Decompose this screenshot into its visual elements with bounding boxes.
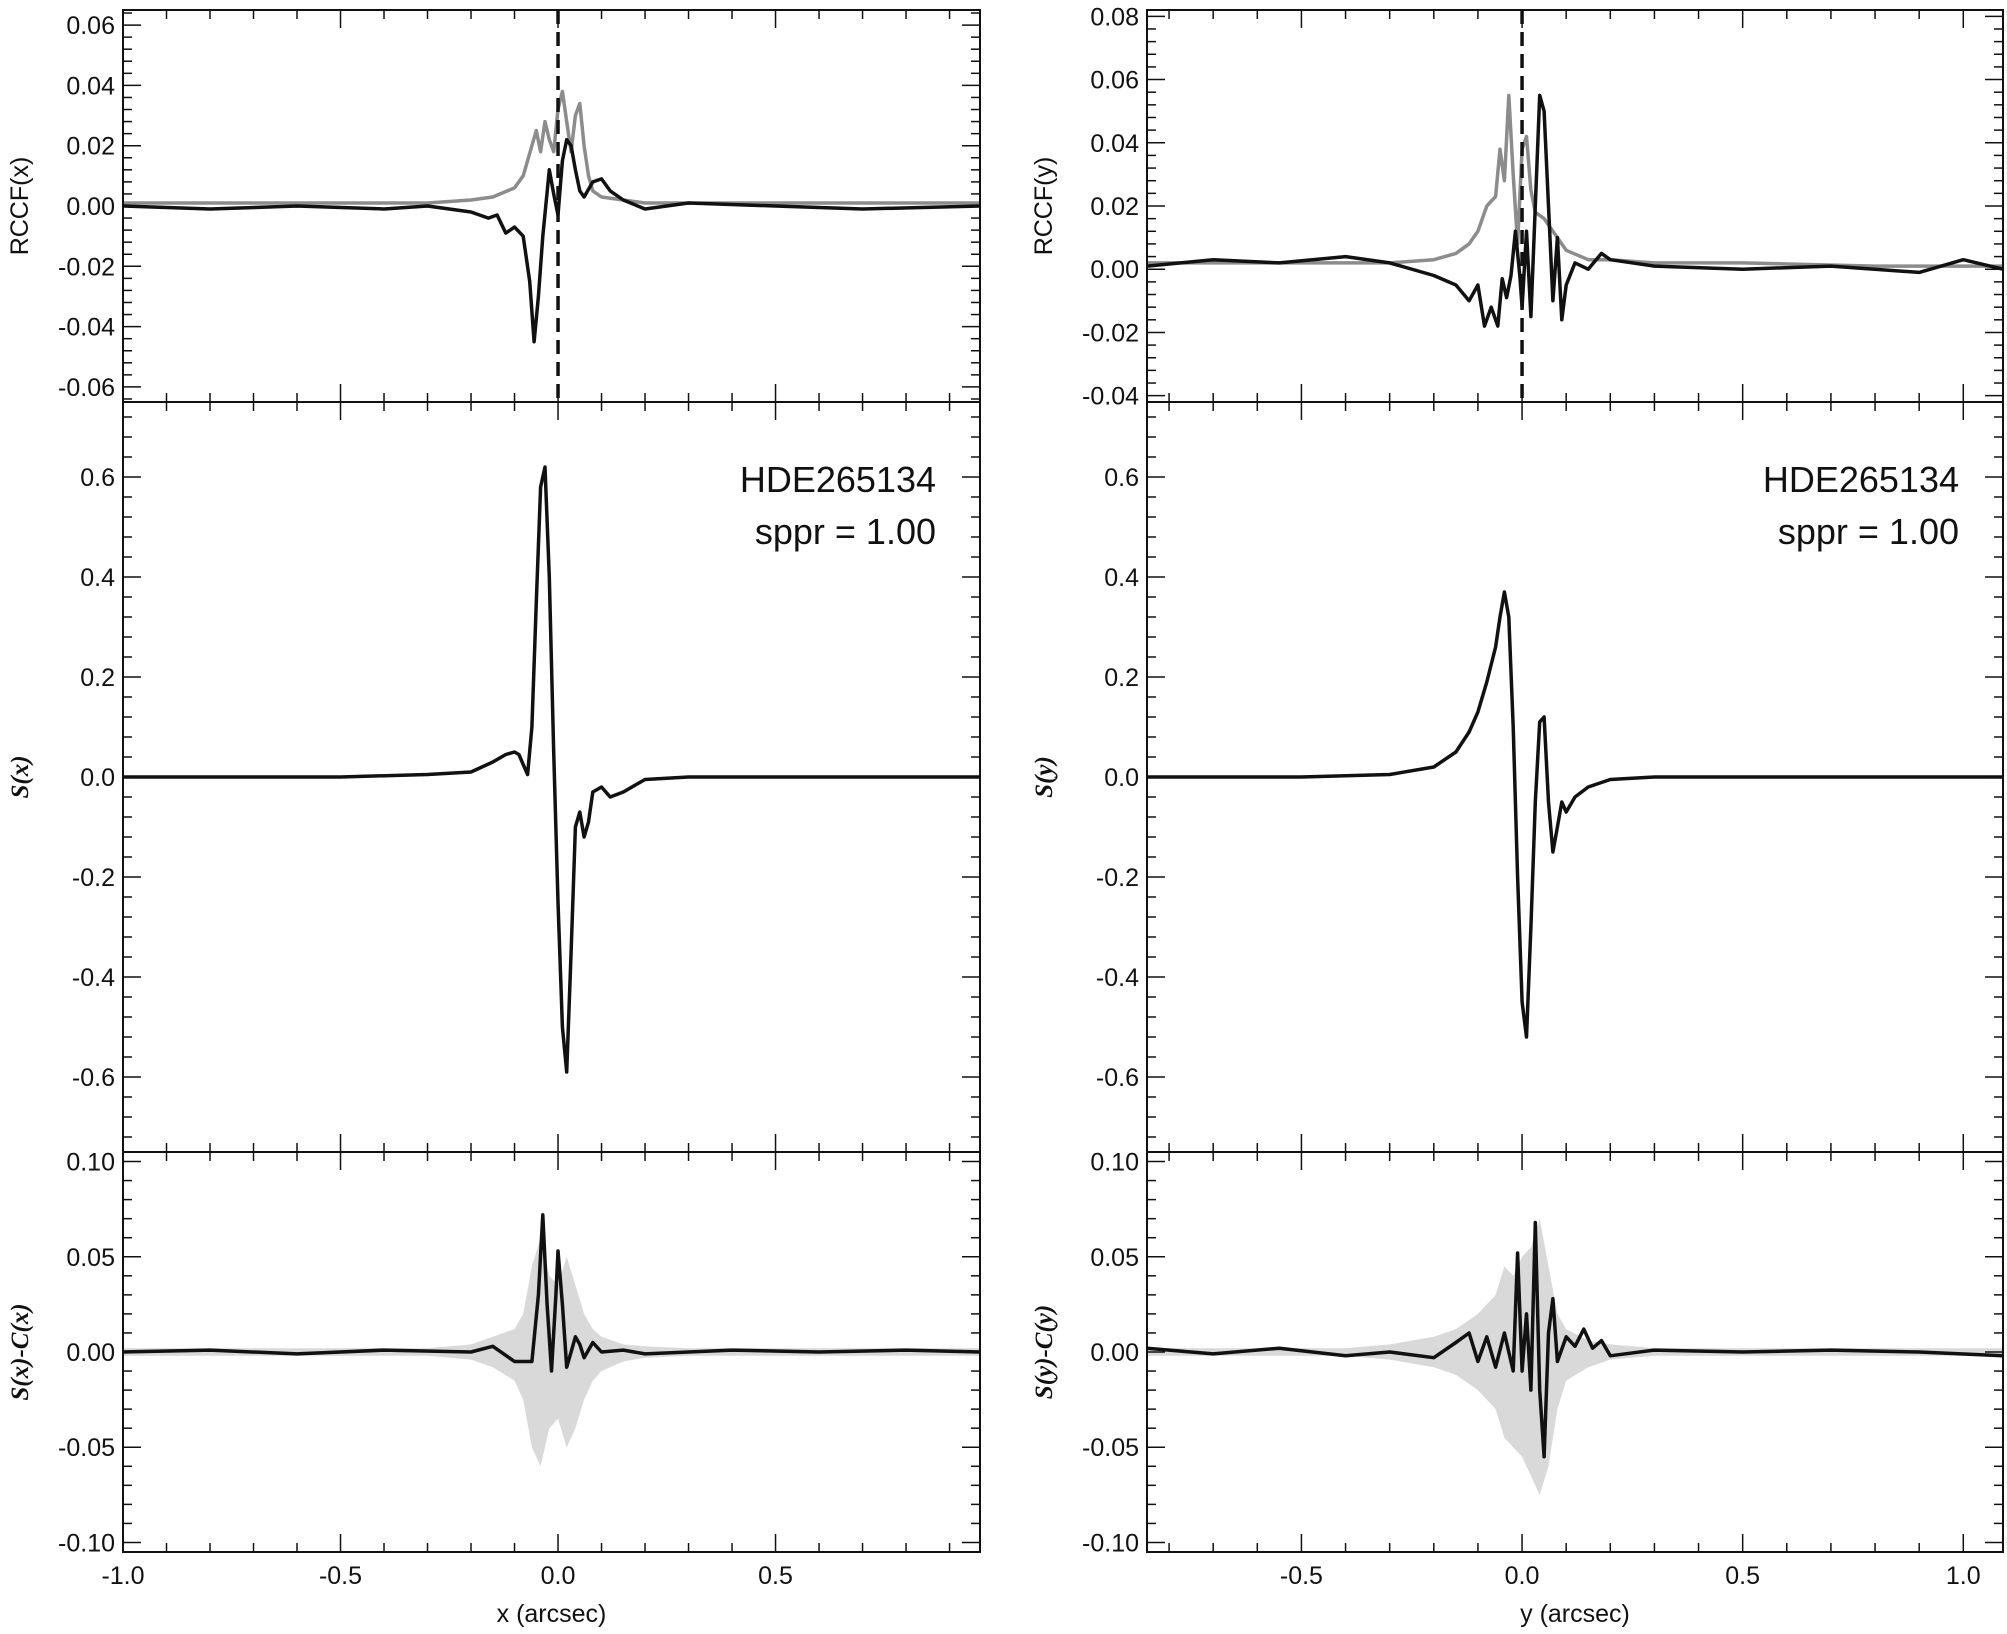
y-axis-label: S(y) (1031, 756, 1058, 798)
x-axis-label: y (arcsec) (1520, 1600, 1630, 1628)
y-tick-label: -0.4 (1096, 964, 1139, 992)
y-tick-label: 0.04 (1090, 130, 1139, 158)
star-name-annotation: HDE265134 (1763, 459, 1959, 500)
y-tick-label: -0.6 (72, 1064, 115, 1092)
y-tick-label: 0.06 (1090, 67, 1139, 95)
y-tick-label: -0.2 (1096, 864, 1139, 892)
sppr-annotation: sppr = 1.00 (755, 511, 936, 552)
y-tick-label: 0.4 (1104, 564, 1139, 592)
y-tick-label: -0.10 (58, 1529, 115, 1557)
y-tick-label: 0.02 (1090, 193, 1139, 221)
y-tick-label: 0.04 (66, 72, 115, 100)
plot-area (123, 1213, 980, 1467)
plot-area (1147, 590, 2003, 1039)
series-line-0 (123, 89, 980, 205)
y-tick-label: 0.2 (1104, 664, 1139, 692)
x-tick-label: 0.5 (758, 1562, 793, 1590)
series-line-0 (123, 1213, 980, 1373)
x-axis-label: x (arcsec) (497, 1600, 607, 1628)
y-tick-label: 0.05 (1090, 1244, 1139, 1272)
y-tick-label: 0.10 (1090, 1149, 1139, 1177)
y-tick-label: 0.0 (1104, 764, 1139, 792)
y-tick-label: -0.05 (1082, 1434, 1139, 1462)
series-line-0 (1147, 93, 2003, 268)
y-tick-label: -0.02 (1082, 319, 1139, 347)
panel-left-bottom: -0.10 -0.05 0.00 0.05 0.10 -1.0 -0.5 0.0 0.5 S(x)… (7, 1149, 981, 1628)
series-line-1 (123, 137, 980, 344)
series-line-0 (123, 465, 980, 1074)
y-tick-label: -0.10 (1082, 1529, 1139, 1557)
y-tick-label: -0.04 (1082, 383, 1139, 411)
y-axis-label: RCCF(x) (6, 157, 34, 256)
panel-right-middle: -0.6 -0.4 -0.2 0.0 0.2 0.4 0.6 S(y) HDE265134 spp… (1031, 401, 2004, 1153)
y-tick-label: -0.2 (72, 864, 115, 892)
x-tick-label: 1.0 (1946, 1562, 1981, 1590)
panel-left-middle: -0.6 -0.4 -0.2 0.0 0.2 0.4 0.6 S(x) HDE265134 spp… (7, 401, 981, 1153)
panel-right-bottom: -0.10 -0.05 0.00 0.05 0.10 -0.5 0.0 0.5 1.0 S(y)-… (1031, 1149, 2004, 1628)
y-axis-label: S(y)-C(y) (1031, 1305, 1058, 1399)
series-line-0 (1147, 1220, 2003, 1459)
x-tick-label: 0.0 (1505, 1562, 1540, 1590)
y-tick-label: -0.02 (58, 253, 115, 281)
y-axis-label: S(x)-C(x) (7, 1303, 34, 1400)
y-tick-label: 0.06 (66, 12, 115, 40)
y-tick-label: 0.05 (66, 1244, 115, 1272)
series-line-0 (1147, 590, 2003, 1039)
panel-left-top: -0.06 -0.04 -0.02 0.00 0.02 0.04 0.06 RCCF(x) (6, 9, 981, 403)
y-tick-label: 0.0 (80, 764, 115, 792)
plot-area (1147, 1218, 2003, 1495)
y-axis-label: RCCF(y) (1030, 157, 1058, 256)
y-tick-label: 0.4 (80, 564, 115, 592)
x-tick-label: -1.0 (101, 1562, 144, 1590)
x-tick-label: -0.5 (1280, 1562, 1323, 1590)
axes-frame (1146, 9, 2004, 403)
y-tick-label: 0.00 (66, 1339, 115, 1367)
y-tick-label: 0.02 (66, 133, 115, 161)
plot-area (123, 465, 980, 1074)
y-axis-label: S(x) (7, 755, 34, 798)
panel-right-top: -0.04 -0.02 0.00 0.02 0.04 0.06 0.08 RCCF(y) (1030, 3, 2004, 411)
x-tick-label: 0.5 (1725, 1562, 1760, 1590)
y-tick-label: 0.00 (1090, 1339, 1139, 1367)
y-tick-label: 0.6 (80, 464, 115, 492)
y-tick-label: -0.06 (58, 374, 115, 402)
y-tick-label: 0.2 (80, 664, 115, 692)
star-name-annotation: HDE265134 (740, 459, 936, 500)
y-tick-label: -0.05 (58, 1434, 115, 1462)
y-tick-label: -0.6 (1096, 1064, 1139, 1092)
x-tick-label: -0.5 (319, 1562, 362, 1590)
y-tick-label: 0.10 (66, 1149, 115, 1177)
plot-area (1147, 10, 2003, 402)
plot-area (123, 10, 980, 402)
sppr-annotation: sppr = 1.00 (1778, 511, 1959, 552)
y-tick-label: 0.00 (1090, 256, 1139, 284)
y-tick-label: -0.04 (58, 314, 115, 342)
y-tick-label: 0.08 (1090, 3, 1139, 31)
x-tick-label: 0.0 (541, 1562, 576, 1590)
y-tick-label: -0.4 (72, 964, 115, 992)
y-tick-label: 0.00 (66, 193, 115, 221)
y-tick-label: 0.6 (1104, 464, 1139, 492)
series-line-1 (1147, 93, 2003, 328)
uncertainty-band (1147, 1218, 2003, 1495)
